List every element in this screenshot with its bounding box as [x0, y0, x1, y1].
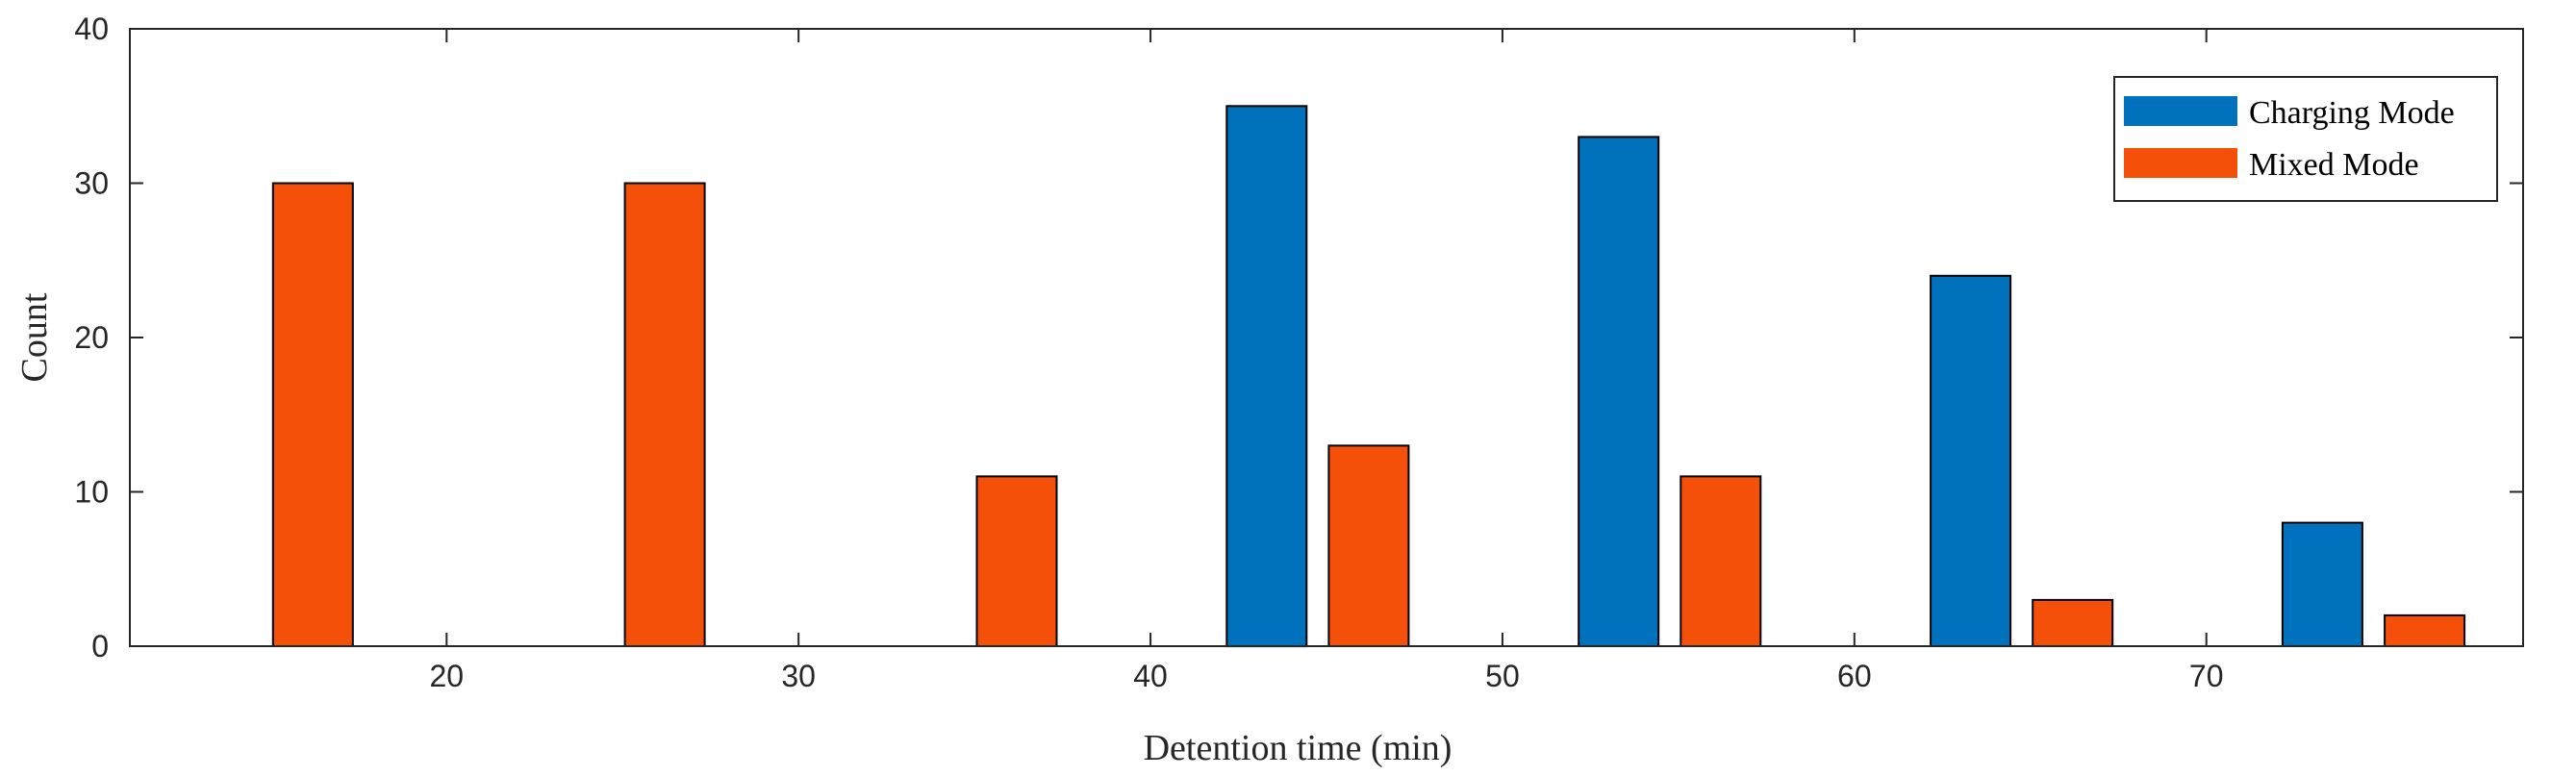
bar-mixed-5 — [2032, 598, 2114, 648]
bar-charging-3 — [2281, 521, 2363, 647]
bar-charging-0 — [1225, 105, 1308, 648]
bar-mixed-1 — [623, 182, 706, 647]
y-tick-label: 10 — [74, 475, 109, 510]
bar-mixed-2 — [975, 475, 1058, 647]
bar-mixed-3 — [1327, 444, 1410, 647]
legend: Charging Mode Mixed Mode — [2113, 76, 2498, 202]
y-tick-label: 40 — [74, 12, 109, 46]
y-tick-label: 0 — [91, 629, 109, 663]
legend-swatch-mixed-mode — [2124, 148, 2237, 178]
x-tick-label: 20 — [429, 659, 464, 693]
x-tick-label: 40 — [1133, 659, 1168, 693]
axis-ticks: 20 30 40 50 60 70 0 10 20 30 40 — [74, 12, 2523, 693]
x-tick-label: 50 — [1485, 659, 1520, 693]
bar-mixed-4 — [1679, 475, 1762, 647]
bar-mixed-0 — [271, 182, 354, 647]
legend-label-mixed-mode: Mixed Mode — [2249, 147, 2419, 183]
y-axis-label: Count — [14, 292, 55, 382]
bar-charging-1 — [1578, 136, 1660, 647]
x-axis-label: Detention time (min) — [1144, 728, 1452, 768]
x-tick-label: 60 — [1837, 659, 1872, 693]
bar-charging-2 — [1930, 274, 2012, 647]
bars — [271, 105, 2466, 648]
legend-swatch-charging-mode — [2124, 96, 2237, 126]
y-tick-label: 30 — [74, 166, 109, 201]
legend-label-charging-mode: Charging Mode — [2249, 95, 2455, 131]
x-tick-label: 70 — [2189, 659, 2224, 693]
x-tick-label: 30 — [781, 659, 816, 693]
y-tick-label: 20 — [74, 320, 109, 355]
bar-mixed-6 — [2384, 613, 2466, 648]
